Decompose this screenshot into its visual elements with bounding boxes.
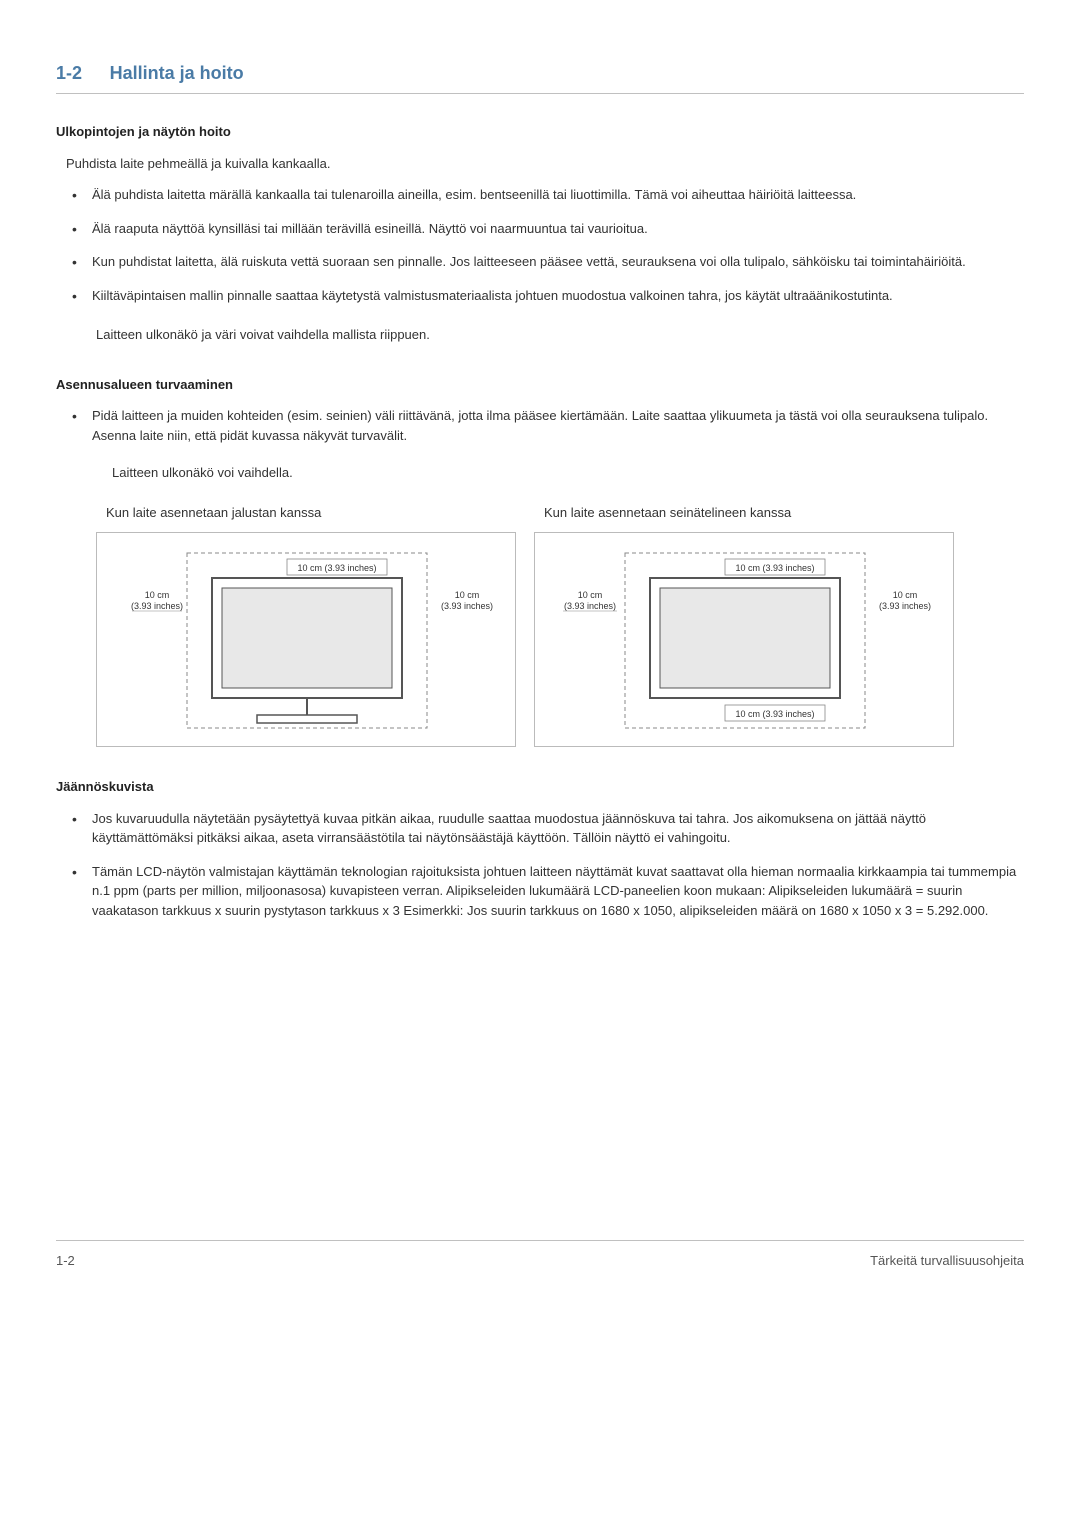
subheading-installation: Asennusalueen turvaaminen [56,375,1024,395]
svg-text:(3.93 inches): (3.93 inches) [131,601,183,611]
bullet-item: Tämän LCD-näytön valmistajan käyttämän t… [66,862,1024,921]
svg-text:(3.93 inches): (3.93 inches) [564,601,616,611]
clearance-top-label: 10 cm (3.93 inches) [297,563,376,573]
section-residual: Jäännöskuvista Jos kuvaruudulla näytetää… [56,777,1024,920]
svg-text:10 cm: 10 cm [455,590,480,600]
note-text: Laitteen ulkonäkö voi vaihdella. [112,463,1024,483]
diagram-frame-stand: 10 cm (3.93 inches) 10 cm (3.93 inches) … [96,532,516,747]
tv-stand-svg: 10 cm (3.93 inches) 10 cm (3.93 inches) … [97,533,517,748]
install-bullet-list: Pidä laitteen ja muiden kohteiden (esim.… [66,406,1024,445]
subheading-care: Ulkopintojen ja näytön hoito [56,122,1024,142]
care-bullet-list: Älä puhdista laitetta märällä kankaalla … [66,185,1024,305]
svg-text:(3.93 inches): (3.93 inches) [879,601,931,611]
svg-text:10 cm: 10 cm [578,590,603,600]
bullet-item: Kun puhdistat laitetta, älä ruiskuta vet… [66,252,1024,272]
page-footer: 1-2 Tärkeitä turvallisuusohjeita [56,1240,1024,1271]
section-installation: Asennusalueen turvaaminen Pidä laitteen … [56,375,1024,748]
tv-wall-svg: 10 cm (3.93 inches) 10 cm (3.93 inches) … [535,533,955,748]
residual-bullet-list: Jos kuvaruudulla näytetään pysäytettyä k… [66,809,1024,921]
diagram-caption-right: Kun laite asennetaan seinätelineen kanss… [544,503,954,523]
svg-text:(3.93 inches): (3.93 inches) [441,601,493,611]
diagram-caption-left: Kun laite asennetaan jalustan kanssa [106,503,516,523]
section-number: 1-2 [56,63,82,83]
footer-page-number: 1-2 [56,1251,75,1271]
section-care: Ulkopintojen ja näytön hoito Puhdista la… [56,122,1024,345]
section-header: 1-2 Hallinta ja hoito [56,60,1024,94]
svg-text:10 cm (3.93 inches): 10 cm (3.93 inches) [735,709,814,719]
bullet-item: Kiiltäväpintaisen mallin pinnalle saatta… [66,286,1024,306]
section-title: Hallinta ja hoito [110,63,244,83]
bullet-item: Jos kuvaruudulla näytetään pysäytettyä k… [66,809,1024,848]
bullet-item: Pidä laitteen ja muiden kohteiden (esim.… [66,406,1024,445]
svg-text:10 cm: 10 cm [893,590,918,600]
diagram-stand: Kun laite asennetaan jalustan kanssa 10 … [96,503,516,748]
bullet-item: Älä raaputa näyttöä kynsilläsi tai millä… [66,219,1024,239]
diagram-row: Kun laite asennetaan jalustan kanssa 10 … [96,503,1024,748]
bullet-item: Älä puhdista laitetta märällä kankaalla … [66,185,1024,205]
footer-section-label: Tärkeitä turvallisuusohjeita [870,1251,1024,1271]
subheading-residual: Jäännöskuvista [56,777,1024,797]
intro-text: Puhdista laite pehmeällä ja kuivalla kan… [66,154,1024,174]
diagram-wall: Kun laite asennetaan seinätelineen kanss… [534,503,954,748]
svg-text:10 cm: 10 cm [145,590,170,600]
svg-text:10 cm (3.93 inches): 10 cm (3.93 inches) [735,563,814,573]
diagram-frame-wall: 10 cm (3.93 inches) 10 cm (3.93 inches) … [534,532,954,747]
note-text: Laitteen ulkonäkö ja väri voivat vaihdel… [96,325,1024,345]
